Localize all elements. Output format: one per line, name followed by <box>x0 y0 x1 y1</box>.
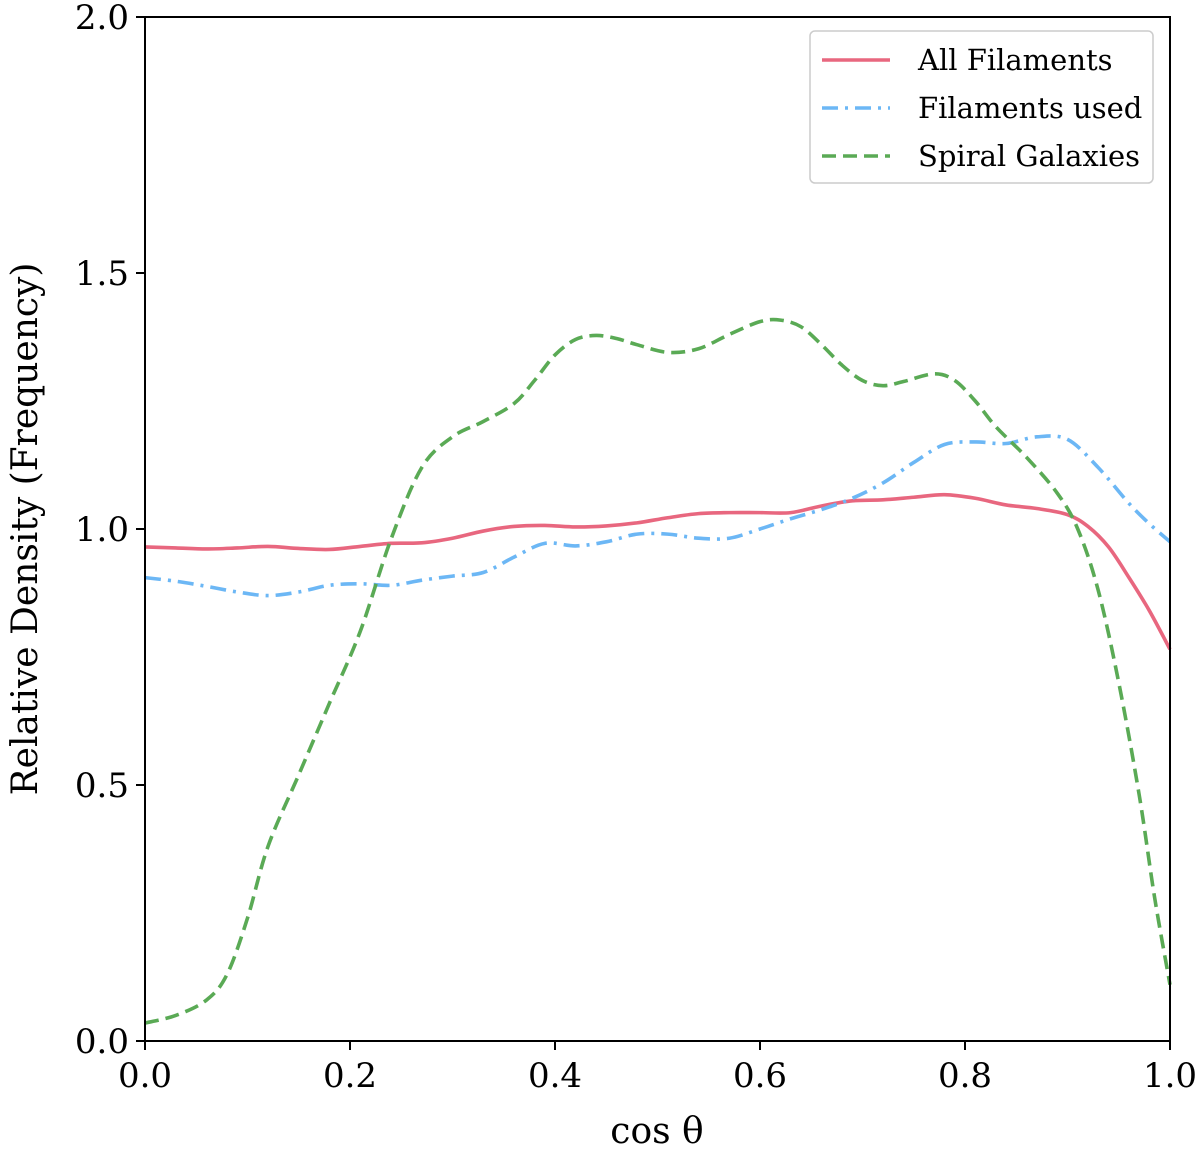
x-tick-label: 0.4 <box>528 1056 582 1096</box>
y-axis-label: Relative Density (Frequency) <box>5 263 46 796</box>
x-tick-label: 0.0 <box>118 1056 172 1096</box>
x-tick-label: 1.0 <box>1143 1056 1197 1096</box>
y-tick-label: 1.0 <box>75 510 129 550</box>
y-tick-label: 0.5 <box>75 766 129 806</box>
x-axis-label: cos θ <box>610 1111 703 1152</box>
x-tick-label: 0.8 <box>938 1056 992 1096</box>
series-line-filaments-used <box>144 434 1172 598</box>
x-tick-label: 0.6 <box>733 1056 787 1096</box>
x-tick-label: 0.2 <box>323 1056 377 1096</box>
legend: All Filaments Filaments used Spiral Galaxi… <box>809 30 1154 184</box>
series-line-spiral-galaxies <box>144 317 1172 1025</box>
y-tick-label: 1.5 <box>75 254 129 294</box>
y-tick-label: 2.0 <box>75 0 129 38</box>
series-line-all-filaments <box>144 492 1172 651</box>
axis-ticks: 0.0 0.2 0.4 0.6 0.8 1.0 0.0 0.5 1.0 1.5 2.0 <box>75 0 1197 1096</box>
legend-label-all-filaments: All Filaments <box>917 43 1113 77</box>
legend-entries: All Filaments Filaments used Spiral Galaxi… <box>822 43 1142 173</box>
y-tick-label: 0.0 <box>75 1022 129 1062</box>
legend-label-filaments-used: Filaments used <box>918 91 1142 125</box>
plot-lines <box>144 317 1172 1025</box>
legend-frame <box>809 30 1154 184</box>
legend-label-spiral-galaxies: Spiral Galaxies <box>918 139 1140 173</box>
